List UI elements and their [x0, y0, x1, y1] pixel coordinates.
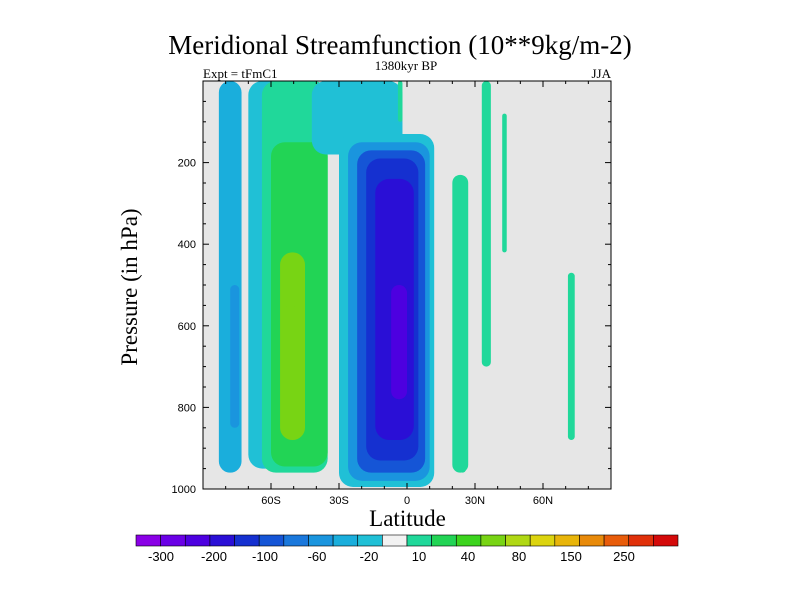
colorbar-label: -100: [252, 549, 278, 564]
y-tick-label: 400: [178, 239, 196, 251]
colorbar-swatch: [579, 534, 605, 547]
y-tick-label: 600: [178, 321, 196, 333]
colorbar-swatch: [505, 534, 531, 547]
colorbar-label: 250: [613, 549, 635, 564]
season-label: JJA: [591, 66, 611, 81]
colorbar-label: -200: [201, 549, 227, 564]
colorbar-swatch: [603, 534, 630, 547]
contour-region-19: [567, 272, 575, 441]
colorbar-label: 10: [412, 549, 426, 564]
contour-region-1: [230, 285, 240, 428]
experiment-label: Expt = tFmC1: [203, 66, 278, 81]
contour-region-18: [502, 113, 507, 253]
colorbar-swatch: [160, 534, 186, 547]
colorbar-swatch: [653, 534, 679, 547]
time-label: 1380kyr BP: [374, 58, 438, 73]
colorbar-swatch: [258, 534, 285, 547]
colorbar-swatch: [283, 534, 309, 547]
colorbar-swatch: [406, 534, 432, 547]
colorbar-label: 150: [560, 549, 582, 564]
colorbar-label: -20: [360, 549, 379, 564]
x-axis-label: Latitude: [369, 506, 446, 531]
x-tick-label: 0: [404, 495, 410, 507]
colorbar-swatch: [209, 534, 235, 547]
y-tick-label: 1000: [172, 484, 196, 496]
x-tick-label: 30N: [465, 495, 485, 507]
contour-region-6: [282, 305, 299, 424]
colorbar-label: -60: [308, 549, 327, 564]
x-tick-label: 60N: [533, 495, 553, 507]
colorbar-swatch: [135, 534, 161, 547]
colorbar-swatch: [332, 534, 359, 547]
contour-region-17: [481, 81, 491, 367]
colorbar-swatch: [357, 534, 383, 547]
colorbar-swatch: [184, 534, 211, 547]
y-tick-label: 800: [178, 402, 196, 414]
colorbar-label: 80: [512, 549, 526, 564]
colorbar-label: -300: [148, 549, 174, 564]
x-tick-label: 60S: [261, 495, 281, 507]
colorbar-swatch: [308, 534, 334, 547]
contour-region-16: [459, 366, 466, 473]
y-tick-label: 200: [178, 158, 196, 170]
colorbar-swatch: [628, 534, 654, 547]
colorbar-swatch: [554, 534, 580, 547]
chart-title: Meridional Streamfunction (10**9kg/m-2): [168, 30, 632, 60]
colorbar-swatch: [529, 534, 556, 547]
contour-region-14: [397, 81, 403, 122]
colorbar-swatch: [431, 534, 457, 547]
colorbar-swatch: [234, 534, 260, 547]
colorbar-swatch: [382, 534, 408, 547]
contour-region-13: [391, 285, 407, 400]
colorbar-swatch: [455, 534, 482, 547]
x-tick-label: 30S: [329, 495, 349, 507]
colorbar-swatch: [480, 534, 506, 547]
colorbar-label: 40: [461, 549, 475, 564]
